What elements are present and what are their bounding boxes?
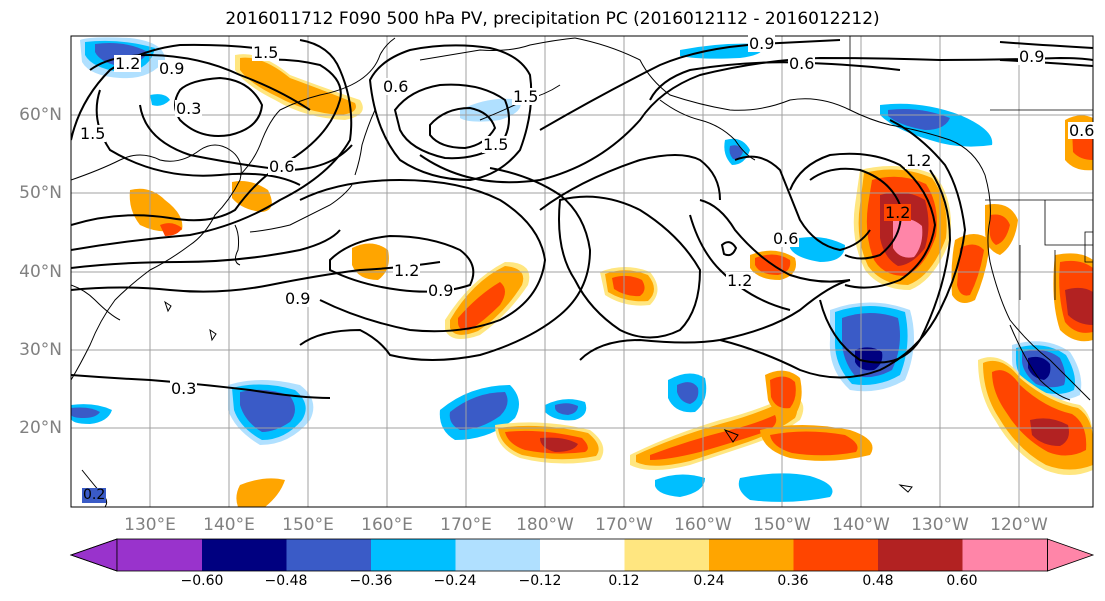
lat-label: 50°N	[19, 183, 62, 203]
colorbar	[69, 538, 1095, 572]
contour-label: 0.3	[175, 99, 203, 118]
colorbar-tick-label: 0.60	[946, 573, 978, 589]
contour-label: 0.6	[772, 229, 800, 248]
contour-label: 0.6	[382, 77, 410, 96]
lon-label: 140°W	[832, 515, 890, 535]
contour-label: 0.2	[82, 487, 107, 503]
lon-label: 140°E	[203, 515, 255, 535]
contour-label: 1.5	[252, 43, 280, 62]
lon-label: 130°W	[911, 515, 969, 535]
contour-label: 0.6	[1068, 121, 1096, 140]
contour-label: 1.2	[393, 261, 421, 280]
contour-label: 0.3	[170, 379, 198, 398]
colorbar-tick-label: 0.36	[777, 573, 809, 589]
chart-title: 2016011712 F090 500 hPa PV, precipitatio…	[225, 9, 880, 29]
negative-precip-areas	[71, 37, 1082, 502]
contour-label: 0.9	[1018, 47, 1046, 66]
lon-label: 130°E	[124, 515, 176, 535]
borders	[849, 36, 1093, 300]
lon-label: 150°E	[282, 515, 334, 535]
contour-label: 0.9	[748, 34, 776, 53]
lon-label: 160°E	[361, 515, 413, 535]
gridlines	[71, 36, 1093, 507]
contour-label: 0.9	[158, 59, 186, 78]
colorbar-tick-label: −0.12	[518, 573, 562, 589]
precip-shading	[71, 37, 1093, 507]
colorbar-tick-label: −0.48	[264, 573, 308, 589]
contour-label: 0.9	[284, 289, 312, 308]
lon-label: 170°W	[595, 515, 653, 535]
lat-label: 60°N	[19, 105, 62, 125]
positive-precip-areas	[129, 54, 1093, 507]
colorbar-tick-label: −0.60	[180, 573, 224, 589]
colorbar-tick-label: −0.24	[433, 573, 477, 589]
plot-frame	[70, 35, 1094, 508]
lon-label: 160°W	[674, 515, 732, 535]
coastlines	[71, 37, 1091, 507]
contour-label: 0.9	[427, 281, 455, 300]
contour-label: 0.6	[268, 157, 296, 176]
colorbar-tick-label: 0.12	[608, 573, 640, 589]
contour-label: 1.2	[884, 203, 912, 222]
colorbar-tick-label: −0.36	[349, 573, 393, 589]
contour-label: 1.2	[114, 54, 142, 73]
contour-label: 1.2	[905, 151, 933, 170]
lat-label: 30°N	[19, 340, 62, 360]
contour-label: 1.5	[79, 124, 107, 143]
contour-label: 0.6	[788, 54, 816, 73]
colorbar-tick-label: 0.24	[693, 573, 725, 589]
contour-label: 1.5	[482, 135, 510, 154]
lon-label: 120°W	[990, 515, 1048, 535]
contour-label: 1.2	[726, 271, 754, 290]
lon-label: 180°W	[516, 515, 574, 535]
colorbar-tick-label: 0.48	[862, 573, 894, 589]
lon-label: 170°E	[440, 515, 492, 535]
lon-label: 150°W	[753, 515, 811, 535]
lat-label: 20°N	[19, 418, 62, 438]
contour-label: 1.5	[512, 87, 540, 106]
lat-label: 40°N	[19, 262, 62, 282]
